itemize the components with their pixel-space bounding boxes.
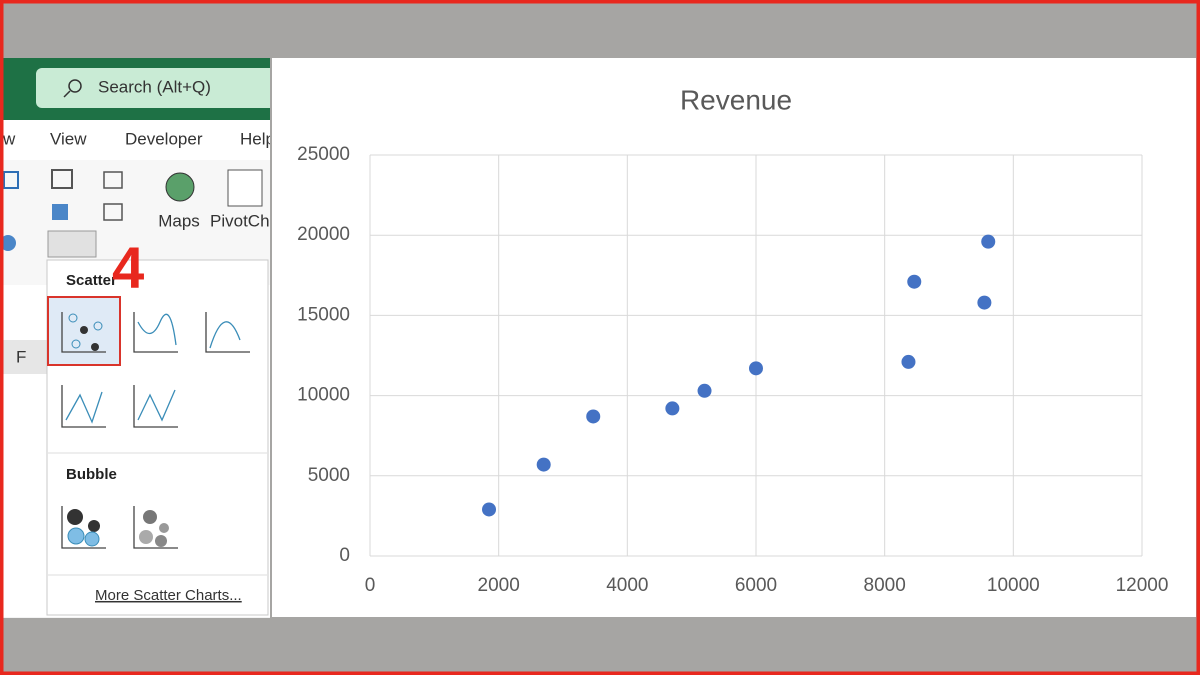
x-tick-label: 2000 bbox=[478, 575, 520, 596]
pivot-icon[interactable] bbox=[227, 169, 263, 207]
chart-area bbox=[272, 58, 1196, 617]
point bbox=[586, 409, 601, 424]
point bbox=[977, 295, 992, 310]
tab[interactable]: Help bbox=[240, 129, 275, 148]
step-number: 4 bbox=[112, 235, 144, 300]
section-heading: Bubble bbox=[66, 466, 117, 483]
section-heading: Scatter bbox=[66, 272, 117, 289]
column-header bbox=[0, 340, 47, 374]
point bbox=[981, 234, 996, 249]
chart-icon[interactable] bbox=[3, 171, 19, 189]
point bbox=[697, 383, 712, 398]
y-tick-label: 0 bbox=[339, 545, 350, 566]
y-tick-label: 25000 bbox=[297, 144, 350, 165]
chart-icon[interactable] bbox=[103, 171, 123, 189]
x-tick-label: 0 bbox=[365, 575, 376, 596]
maps-icon[interactable] bbox=[165, 172, 195, 202]
point bbox=[901, 354, 916, 369]
excel-panel: Search (Alt+Q) w View Developer Help Map… bbox=[0, 58, 290, 618]
point bbox=[665, 401, 680, 416]
pivot-label[interactable]: PivotChart bbox=[210, 211, 290, 230]
chart-title: Revenue bbox=[680, 84, 792, 115]
search-icon bbox=[68, 79, 82, 93]
point bbox=[907, 274, 922, 289]
x-tick-label: 4000 bbox=[606, 575, 648, 596]
x-tick-label: 8000 bbox=[864, 575, 906, 596]
search-box[interactable] bbox=[36, 68, 286, 108]
tab[interactable]: Developer bbox=[125, 129, 203, 148]
search-icon bbox=[63, 90, 71, 98]
point bbox=[749, 361, 763, 376]
search-text[interactable]: Search (Alt+Q) bbox=[98, 77, 211, 96]
x-tick-label: 6000 bbox=[735, 575, 777, 596]
point bbox=[482, 502, 497, 517]
y-tick-label: 5000 bbox=[308, 465, 350, 486]
point bbox=[536, 457, 551, 472]
maps-label[interactable]: Maps bbox=[158, 211, 200, 230]
more-link[interactable]: More Scatter Charts... bbox=[95, 587, 242, 604]
chart-icon[interactable] bbox=[52, 204, 68, 220]
column-label: F bbox=[16, 347, 26, 366]
option-dots[interactable] bbox=[67, 313, 169, 547]
option-icons[interactable] bbox=[61, 312, 250, 549]
x-tick-label: 10000 bbox=[987, 575, 1040, 596]
chart-icon[interactable] bbox=[103, 203, 123, 221]
scatter-button[interactable] bbox=[47, 230, 97, 258]
chart-icon[interactable] bbox=[51, 169, 73, 189]
chart-icon[interactable] bbox=[0, 235, 16, 251]
y-tick-label: 10000 bbox=[297, 385, 350, 406]
tab[interactable]: w bbox=[2, 129, 16, 148]
tab-row bbox=[0, 120, 270, 160]
y-tick-label: 15000 bbox=[297, 304, 350, 325]
x-tick-label: 12000 bbox=[1116, 575, 1169, 596]
tab[interactable]: View bbox=[50, 129, 87, 148]
y-tick-label: 20000 bbox=[297, 224, 350, 245]
